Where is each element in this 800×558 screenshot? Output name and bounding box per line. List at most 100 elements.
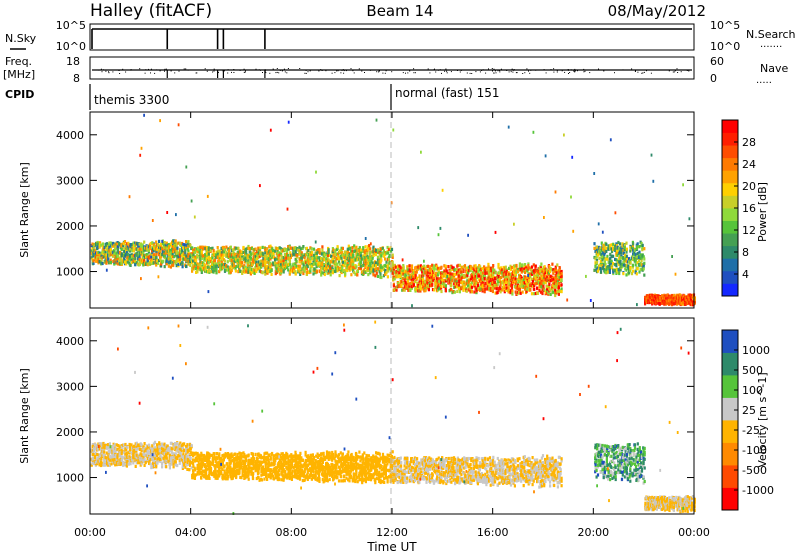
heatmap-cell (247, 271, 249, 274)
heatmap-cell (618, 272, 620, 275)
nave-dot (125, 72, 126, 73)
nave-dot (308, 71, 309, 72)
heatmap-cell (342, 247, 344, 250)
nave-dot (278, 72, 279, 73)
heatmap-cell (360, 261, 362, 264)
heatmap-cell (529, 288, 531, 291)
nave-dot (102, 71, 103, 72)
nave-dot (517, 72, 518, 73)
heatmap-cell (245, 251, 247, 254)
nave-dot (354, 72, 355, 73)
nave-dot (231, 72, 232, 73)
nave-dot (256, 69, 257, 70)
heatmap-cell (450, 284, 452, 287)
heatmap-cell (503, 284, 505, 287)
nave-dot (557, 70, 558, 71)
heatmap-cell (362, 246, 364, 249)
heatmap-cell (535, 276, 537, 279)
nave-dot (498, 70, 499, 71)
nave-dot (378, 71, 379, 72)
heatmap-cell (224, 260, 226, 263)
heatmap-cell (635, 263, 637, 266)
heatmap-cell (215, 271, 217, 274)
nave-dot (338, 70, 339, 71)
heatmap-cell (625, 242, 627, 245)
nave-dot (184, 68, 185, 69)
freq-panel-frame (90, 57, 694, 79)
nave-dot (535, 70, 536, 71)
nave-dot (598, 69, 599, 70)
heatmap-cell (407, 280, 409, 283)
heatmap-cell (142, 263, 144, 266)
heatmap-cell (311, 247, 313, 250)
nave-dot (282, 70, 283, 71)
heatmap-cell (110, 261, 112, 264)
heatmap-cell (115, 245, 117, 248)
nave-dot (346, 70, 347, 71)
nave-dot (304, 73, 305, 74)
nave-dot (492, 71, 493, 72)
heatmap-cell (332, 257, 334, 260)
heatmap-cell (511, 286, 513, 289)
heatmap-cell (531, 292, 533, 295)
heatmap-cell (458, 287, 460, 290)
heatmap-cell (561, 290, 563, 293)
nave-dot (438, 70, 439, 71)
heatmap-cell (106, 269, 108, 272)
heatmap-cell (341, 257, 343, 260)
nave-dot (386, 70, 387, 71)
nave-dot (446, 71, 447, 72)
nave-dot (409, 71, 410, 72)
heatmap-cell (433, 264, 435, 267)
nave-dot (108, 71, 109, 72)
nave-dot (480, 71, 481, 72)
nave-dot (259, 69, 260, 70)
heatmap-cell (289, 260, 291, 263)
heatmap-cell (102, 242, 104, 245)
nave-dot (603, 71, 604, 72)
heatmap-cell (228, 249, 230, 252)
nave-dot (614, 72, 615, 73)
heatmap-cell (172, 264, 174, 267)
nave-dot (244, 72, 245, 73)
nave-dot (214, 71, 215, 72)
heatmap-cell (473, 290, 475, 293)
heatmap-cell (454, 291, 456, 294)
nave-dot (233, 69, 234, 70)
heatmap-cell (259, 246, 261, 249)
nave-dot (451, 71, 452, 72)
nave-dot (98, 70, 99, 71)
heatmap-cell (218, 259, 220, 262)
heatmap-cell (494, 281, 496, 284)
nave-dot (364, 72, 365, 73)
heatmap-cell (541, 292, 543, 295)
heatmap-cell (176, 247, 178, 250)
heatmap-cell (121, 248, 123, 251)
heatmap-cell (605, 250, 607, 253)
nave-dot (544, 69, 545, 70)
heatmap-cell (117, 255, 119, 258)
nave-dot (589, 72, 590, 73)
heatmap-cell (508, 286, 510, 289)
heatmap-cell (215, 268, 217, 271)
heatmap-cell (606, 258, 608, 261)
nave-dot (644, 72, 645, 73)
nave-dot (623, 69, 624, 70)
heatmap-cell (299, 265, 301, 268)
nave-dot (673, 72, 674, 73)
nsky-label: N.Sky (5, 32, 37, 45)
nave-dot (574, 71, 575, 72)
nave-dot (370, 70, 371, 71)
heatmap-cell (372, 270, 374, 273)
heatmap-cell (546, 268, 548, 271)
nave-dot (413, 68, 414, 69)
nave-dot (391, 71, 392, 72)
heatmap-cell (341, 266, 343, 269)
heatmap-cell (477, 284, 479, 287)
nave-dot (322, 70, 323, 71)
nave-dot (343, 69, 344, 70)
heatmap-cell (387, 275, 389, 278)
power-heatmap-cells (91, 114, 696, 307)
nave-dot (475, 71, 476, 72)
